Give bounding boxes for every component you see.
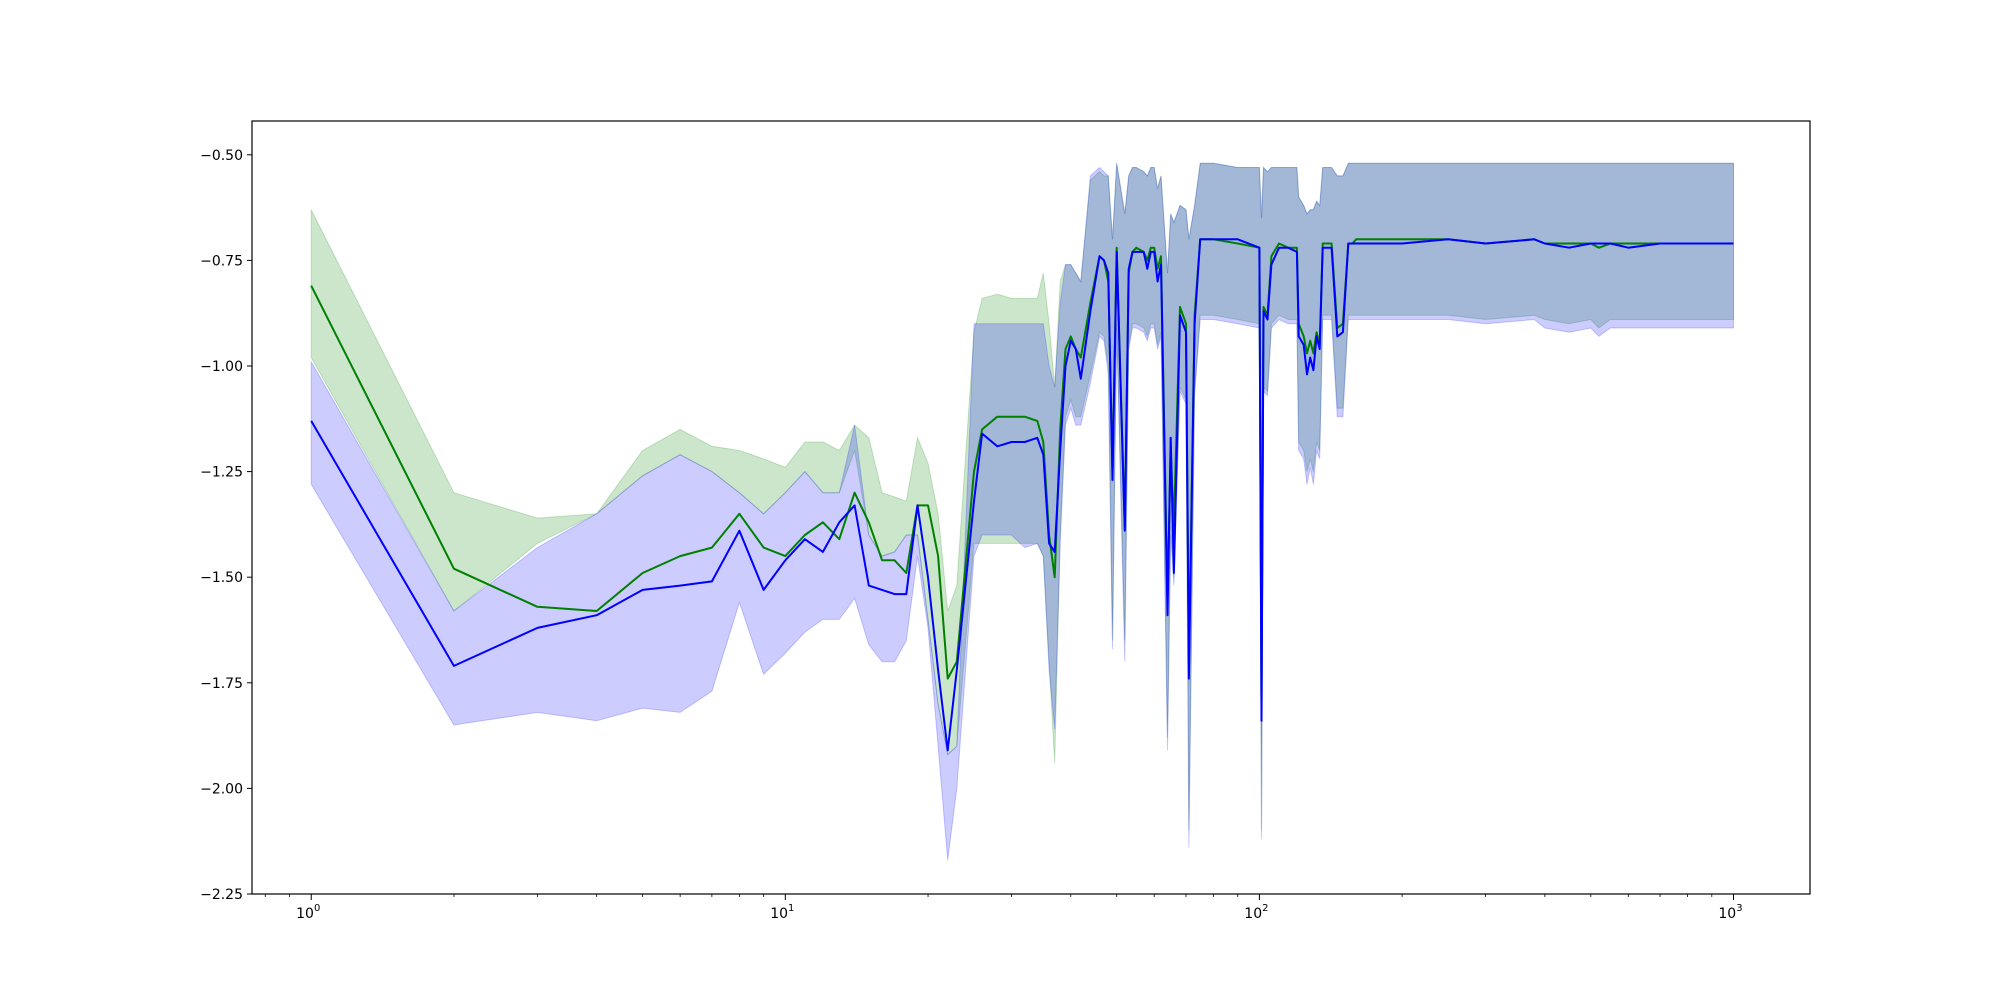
y-tick-label: −2.00 — [200, 781, 243, 797]
plot-frame — [251, 120, 1811, 895]
y-tick-label: −1.00 — [200, 359, 243, 375]
series-1-band — [310, 162, 1734, 831]
y-tick-label: −1.75 — [200, 676, 243, 692]
series-2-band — [310, 162, 1734, 861]
y-tick-label: −1.50 — [200, 570, 243, 586]
y-tick-label: −1.25 — [200, 465, 243, 481]
series-lines — [310, 238, 1734, 752]
y-tick-label: −0.50 — [200, 148, 243, 164]
y-tick-label: −0.75 — [200, 253, 243, 269]
confidence-bands — [310, 162, 1734, 861]
y-tick-label: −2.25 — [200, 887, 243, 903]
y-axis: −0.50 −0.75 −1.00 −1.25 −1.50 −1.75 −2.00 −2.25 — [200, 148, 252, 903]
series-2-line — [310, 238, 1734, 752]
